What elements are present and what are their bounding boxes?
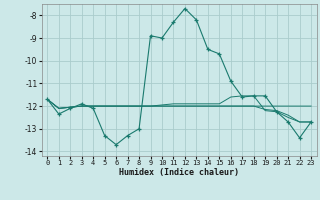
X-axis label: Humidex (Indice chaleur): Humidex (Indice chaleur)	[119, 168, 239, 177]
